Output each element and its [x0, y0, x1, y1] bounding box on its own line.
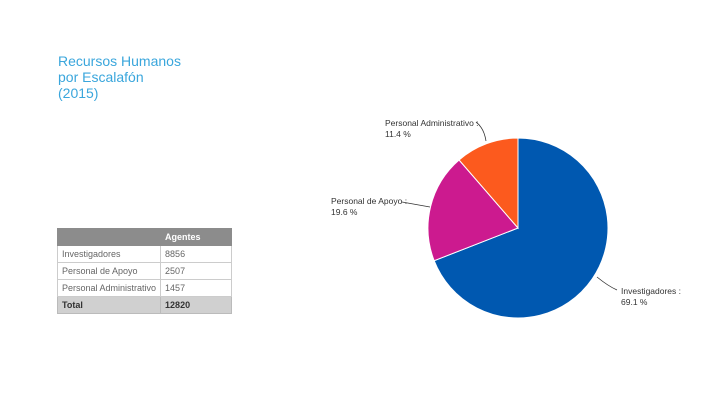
- data-table: Agentes Investigadores 8856 Personal de …: [56, 228, 233, 314]
- title-line: por Escalafón: [58, 69, 144, 85]
- label-investigadores-name: Investigadores :: [621, 286, 681, 296]
- title-line: Recursos Humanos: [58, 53, 181, 69]
- total-label: Total: [56, 296, 162, 314]
- title-line: (2015): [58, 85, 99, 101]
- total-value: 12820: [160, 296, 233, 314]
- label-admin-pct: 11.4 %: [385, 129, 411, 139]
- label-apoyo-name: Personal de Apoyo :: [331, 196, 407, 206]
- table-row: Personal de Apoyo 2507: [56, 262, 233, 280]
- pie-slice-investigadores[interactable]: [433, 137, 609, 319]
- pie-slice-personal-administrativo[interactable]: [458, 137, 519, 230]
- leader-line-admin: [475, 121, 487, 142]
- leader-line-apoyo: [401, 201, 431, 208]
- leader-line-investigadores: [596, 276, 618, 291]
- label-admin-name: Personal Administrativo :: [385, 118, 479, 128]
- header-empty: [56, 228, 162, 246]
- label-investigadores-pct: 69.1 %: [621, 297, 648, 307]
- table-row: Investigadores 8856: [56, 245, 233, 263]
- pie-slice-personal-de-apoyo[interactable]: [427, 159, 519, 262]
- table-total-row: Total 12820: [56, 296, 233, 314]
- label-apoyo-pct: 19.6 %: [331, 207, 358, 217]
- table-header-row: Agentes: [56, 228, 233, 246]
- chart-title: Recursos Humanos por Escalafón (2015): [58, 53, 181, 101]
- header-agentes: Agentes: [160, 228, 233, 246]
